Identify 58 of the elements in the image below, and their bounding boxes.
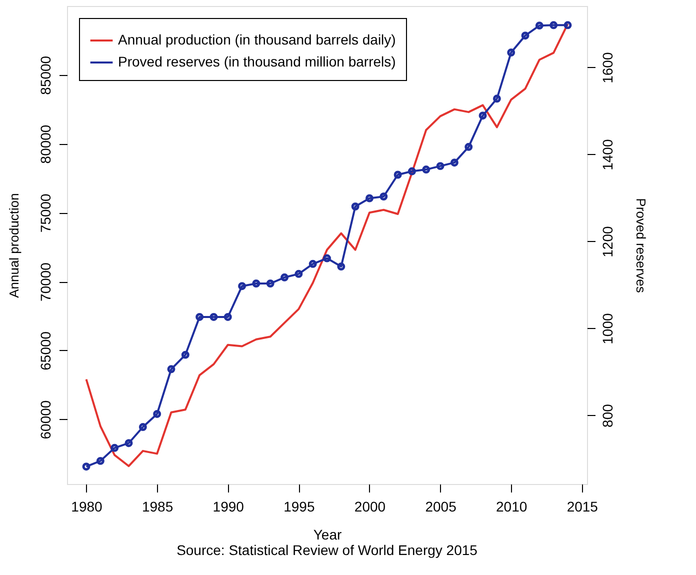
point bbox=[464, 142, 473, 151]
point bbox=[138, 423, 147, 432]
point bbox=[210, 313, 218, 321]
point bbox=[436, 162, 444, 170]
point bbox=[153, 410, 162, 418]
y2-tick-label: 1400 bbox=[600, 139, 616, 170]
point bbox=[535, 22, 544, 30]
y-tick-label: 60000 bbox=[38, 400, 54, 440]
y-tick-label: 65000 bbox=[38, 331, 54, 370]
point bbox=[323, 254, 331, 262]
point bbox=[507, 48, 516, 57]
y2-tick-label: 1200 bbox=[600, 226, 616, 258]
x-tick-label: 2015 bbox=[566, 498, 598, 514]
x-tick-label: 1995 bbox=[284, 498, 315, 514]
point bbox=[422, 166, 430, 174]
point bbox=[238, 282, 246, 290]
point bbox=[280, 273, 289, 282]
point bbox=[521, 32, 530, 40]
y2-axis-title: Proved reserves bbox=[634, 198, 648, 294]
x-axis-title: Year bbox=[313, 526, 342, 542]
y-tick-label: 75000 bbox=[38, 193, 54, 233]
point bbox=[196, 313, 204, 321]
point bbox=[167, 365, 176, 374]
point bbox=[380, 192, 388, 200]
point bbox=[408, 167, 416, 176]
point bbox=[351, 202, 360, 210]
point bbox=[252, 280, 260, 288]
x-tick-label: 2005 bbox=[425, 498, 457, 514]
point bbox=[308, 260, 317, 268]
y2-tick-label: 1000 bbox=[600, 313, 616, 344]
point bbox=[478, 112, 487, 120]
point bbox=[181, 350, 190, 359]
y-tick-label: 85000 bbox=[38, 56, 54, 95]
point bbox=[365, 194, 374, 202]
y2-tick-label: 800 bbox=[600, 404, 616, 428]
point bbox=[394, 170, 402, 179]
y-tick-label: 70000 bbox=[38, 262, 54, 302]
x-tick-label: 2010 bbox=[496, 498, 528, 514]
point bbox=[492, 94, 501, 103]
point bbox=[294, 270, 303, 278]
source-note: Source: Statistical Review of World Energy 2015 bbox=[176, 542, 478, 558]
x-tick-label: 1980 bbox=[71, 498, 103, 514]
y-axis-title: Annual production bbox=[6, 193, 22, 298]
y2-tick-label: 1600 bbox=[600, 52, 616, 84]
legend-label: Annual production (in thousand barrels daily) bbox=[118, 32, 396, 48]
point bbox=[337, 262, 346, 271]
legend-label: Proved reserves (in thousand million barrels) bbox=[118, 54, 396, 70]
point bbox=[450, 158, 458, 167]
point bbox=[266, 280, 274, 288]
point bbox=[550, 21, 558, 30]
x-tick-label: 2000 bbox=[354, 498, 386, 514]
x-tick-label: 1985 bbox=[142, 498, 174, 514]
point bbox=[96, 456, 104, 465]
point bbox=[124, 439, 133, 448]
x-tick-label: 1990 bbox=[212, 498, 244, 514]
y-tick-label: 80000 bbox=[38, 124, 54, 164]
point bbox=[110, 444, 119, 452]
point bbox=[224, 313, 232, 321]
